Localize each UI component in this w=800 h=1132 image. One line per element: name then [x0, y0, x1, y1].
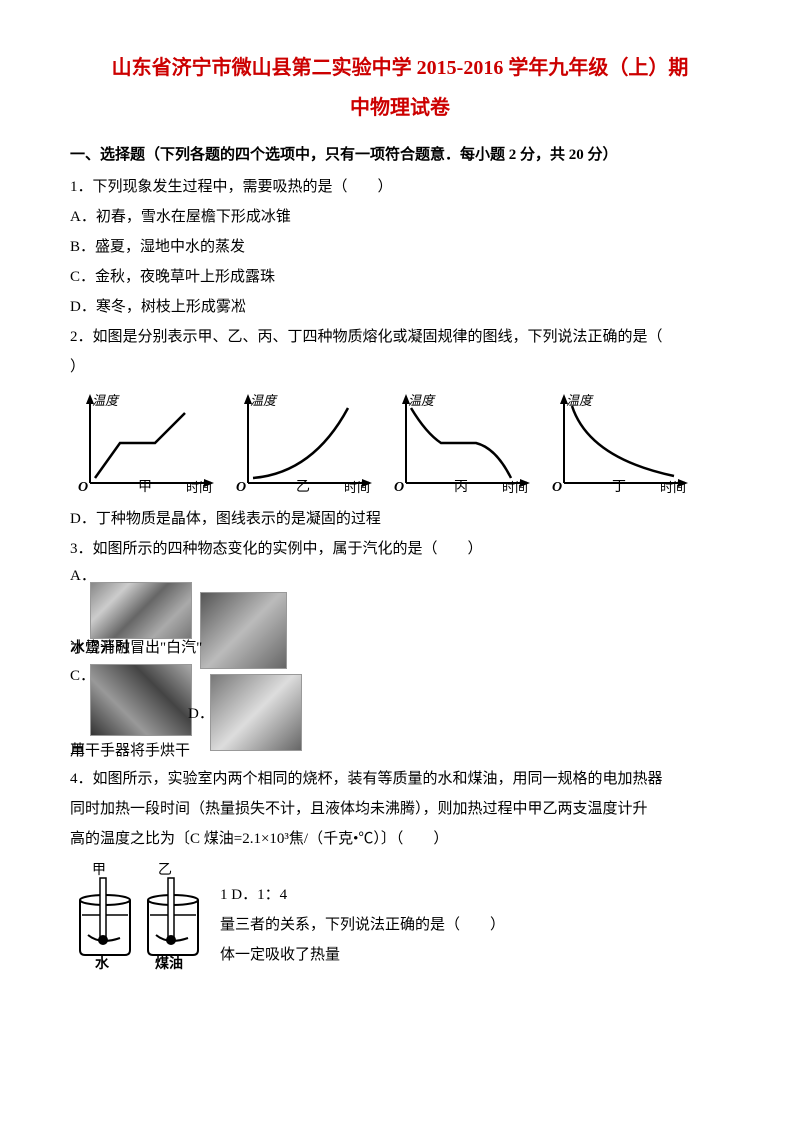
- axis-x-ding: 时间: [660, 477, 686, 496]
- q3-img-c: [90, 664, 192, 736]
- axis-y-ding: 温度: [566, 390, 592, 409]
- origin-yi: O: [236, 480, 246, 496]
- q4-stem-line3: 高的温度之比为〔C 煤油=2.1×10³焦/（千克•℃）〕（ ）: [70, 824, 730, 854]
- dew-grass-image: [90, 664, 192, 736]
- q4-right-line1: 1 D．1：4: [220, 880, 505, 910]
- q3-img-a: [90, 582, 192, 639]
- q2-stem-line2: ）: [70, 352, 730, 382]
- name-jia: 甲: [138, 476, 152, 496]
- axis-y-jia: 温度: [92, 390, 118, 409]
- q3-b-text: 水烧开时冒出"白汽": [70, 636, 202, 657]
- graph-ding: 温度 O 丁 时间: [544, 388, 694, 498]
- q4-stem-line2: 同时加热一段时间（热量损失不计，且液体均未沸腾），则加热过程中甲乙两支温度计升: [70, 794, 730, 824]
- origin-bing: O: [394, 480, 404, 496]
- q2-option-d: D．丁种物质是晶体，图线表示的是凝固的过程: [70, 504, 730, 534]
- label-water: 水: [95, 955, 110, 970]
- q4-right-line3: 体一定吸收了热量: [220, 940, 505, 970]
- q3-img-b: [200, 592, 287, 669]
- q4-figure-row: 甲 乙 水 煤油 1 D．1：4: [70, 860, 730, 970]
- q1-option-b: B．盛夏，湿地中水的蒸发: [70, 232, 730, 262]
- kettle-image: [200, 592, 287, 669]
- q2-graphs: 温度 O 甲 时间 温度 O 乙 时间: [70, 388, 730, 498]
- exam-page: 山东省济宁市微山县第二实验中学 2015-2016 学年九年级（上）期 中物理试…: [0, 0, 800, 1010]
- q1-option-a: A．初春，雪水在屋檐下形成冰锥: [70, 202, 730, 232]
- label-yi: 乙: [158, 862, 172, 878]
- beaker-diagram: 甲 乙 水 煤油: [70, 860, 220, 970]
- axis-x-bing: 时间: [502, 477, 528, 496]
- q4-stem-line1: 4．如图所示，实验室内两个相同的烧杯，装有等质量的水和煤油，用同一规格的电加热器: [70, 764, 730, 794]
- q3-d-text: 用干手器将手烘干: [70, 739, 370, 760]
- beaker-svg: 甲 乙 水 煤油: [70, 860, 220, 970]
- name-bing: 丙: [454, 476, 468, 496]
- name-yi: 乙: [296, 476, 310, 496]
- q1-option-d: D．寒冬，树枝上形成雾凇: [70, 292, 730, 322]
- axis-y-yi: 温度: [250, 390, 276, 409]
- graph-bing: 温度 O 丙 时间: [386, 388, 536, 498]
- graph-yi: 温度 O 乙 时间: [228, 388, 378, 498]
- origin-jia: O: [78, 480, 88, 496]
- page-title-line2: 中物理试卷: [70, 90, 730, 126]
- page-title-line1: 山东省济宁市微山县第二实验中学 2015-2016 学年九年级（上）期: [70, 50, 730, 86]
- axis-x-jia: 时间: [186, 477, 212, 496]
- q2-stem-line1: 2．如图是分别表示甲、乙、丙、丁四种物质熔化或凝固规律的图线，下列说法正确的是（: [70, 322, 730, 352]
- label-oil: 煤油: [155, 955, 183, 970]
- q1-option-c: C．金秋，夜晚草叶上形成露珠: [70, 262, 730, 292]
- axis-y-bing: 温度: [408, 390, 434, 409]
- section-header-1: 一、选择题（下列各题的四个选项中，只有一项符合题意．每小题 2 分，共 20 分…: [70, 140, 730, 170]
- ice-melt-image: [90, 582, 192, 639]
- graph-jia: 温度 O 甲 时间: [70, 388, 220, 498]
- origin-ding: O: [552, 480, 562, 496]
- axis-x-yi: 时间: [344, 477, 370, 496]
- q4-right-text: 1 D．1：4 量三者的关系，下列说法正确的是（ ） 体一定吸收了热量: [220, 860, 505, 970]
- q3-options-grid: A． 冰雪消融 水烧开时冒出"白汽" C． 草叶 D． 用干手器将手烘干: [70, 564, 730, 764]
- name-ding: 丁: [612, 476, 626, 496]
- q3-stem: 3．如图所示的四种物态变化的实例中，属于汽化的是（ ）: [70, 534, 730, 564]
- q1-stem: 1．下列现象发生过程中，需要吸热的是（ ）: [70, 172, 730, 202]
- q4-right-line2: 量三者的关系，下列说法正确的是（ ）: [220, 910, 505, 940]
- label-jia: 甲: [92, 863, 106, 878]
